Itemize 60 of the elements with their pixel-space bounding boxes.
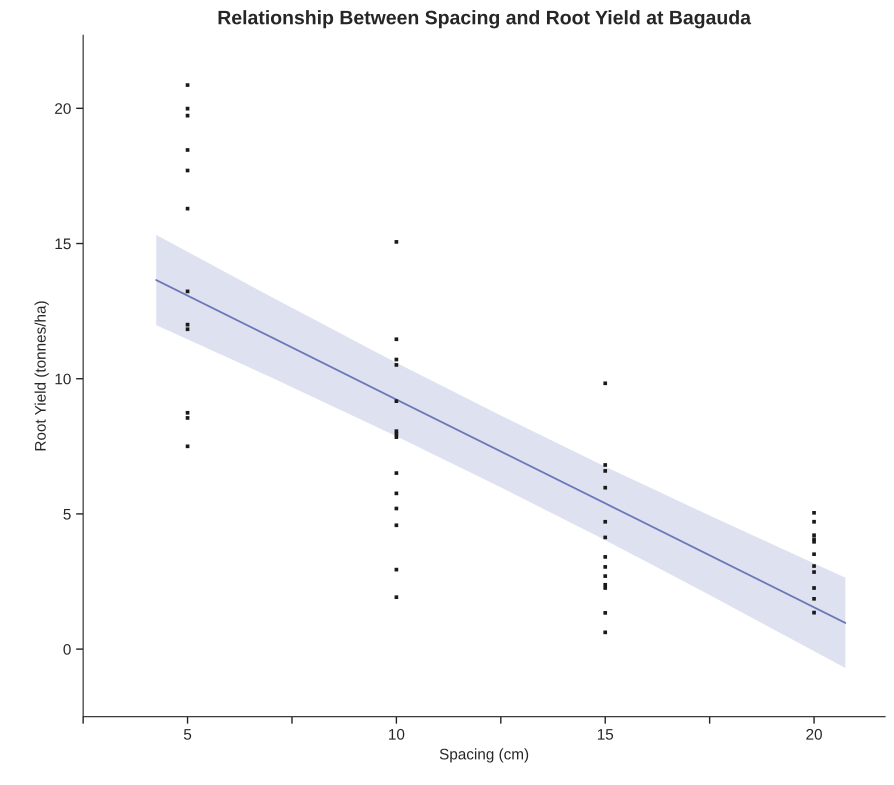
point [394, 568, 398, 572]
point [186, 322, 190, 326]
point [394, 358, 398, 362]
point [812, 520, 816, 524]
point [186, 114, 190, 118]
y-tick-label: 10 [56, 374, 71, 384]
point [603, 611, 608, 615]
point [603, 469, 608, 473]
point [394, 492, 398, 496]
point [603, 486, 608, 490]
point [603, 463, 608, 467]
point [394, 471, 398, 475]
x-tick-label: 20 [806, 728, 822, 740]
y-axis-title: Root Yield (tonnes/ha) [34, 301, 49, 450]
point [812, 570, 816, 574]
x-tick-label: 15 [598, 729, 614, 740]
point [603, 536, 608, 540]
point [186, 83, 190, 87]
point [812, 564, 816, 568]
y-tick-label: 20 [55, 103, 71, 114]
point [812, 610, 816, 614]
point [394, 399, 398, 403]
point [186, 290, 190, 294]
y-tick-label: 5 [63, 508, 71, 520]
point [186, 148, 190, 152]
point [812, 533, 816, 538]
point [394, 432, 398, 436]
point [812, 552, 816, 556]
x-tick-label: 5 [184, 729, 192, 740]
x-axis-title: Spacing (cm) [440, 748, 528, 763]
point [186, 206, 190, 210]
point [186, 106, 190, 110]
point [812, 540, 816, 544]
point [186, 416, 190, 420]
point [394, 363, 398, 367]
y-tick-label: 0 [63, 644, 71, 655]
point [603, 586, 608, 590]
y-tick-label: 15 [56, 238, 71, 250]
point [186, 444, 190, 448]
point [394, 523, 398, 528]
point [812, 586, 816, 590]
point [394, 240, 398, 244]
point [603, 555, 608, 559]
point [394, 506, 398, 510]
point [186, 168, 190, 172]
point [186, 327, 190, 332]
point [812, 510, 816, 515]
point [394, 337, 398, 342]
point [603, 574, 608, 578]
point [394, 435, 398, 439]
point [603, 565, 608, 569]
point [394, 595, 398, 600]
point [186, 410, 190, 415]
chart-title: Relationship Between Spacing and Root Yield at Bagauda [218, 10, 752, 28]
point [812, 596, 816, 601]
line-series [155, 279, 846, 624]
point [603, 520, 608, 524]
point [603, 630, 608, 634]
point [603, 381, 608, 386]
x-tick-label: 10 [389, 728, 404, 740]
